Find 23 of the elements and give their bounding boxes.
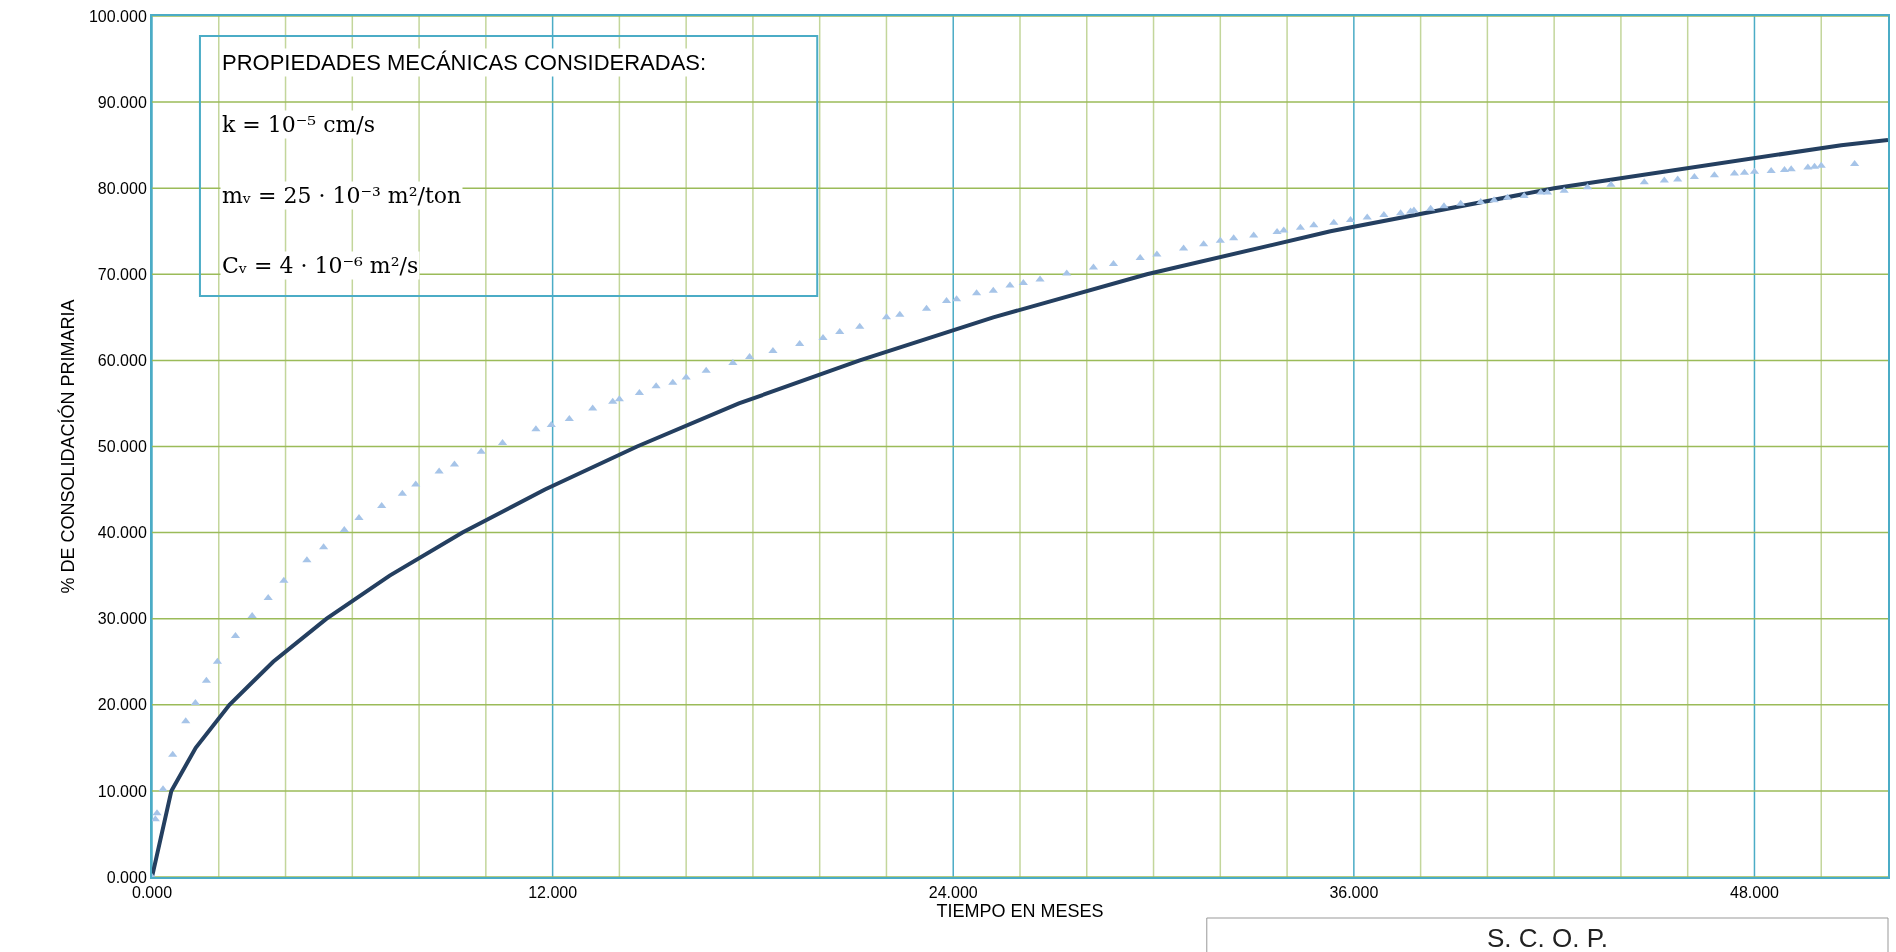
x-tick-label: 0.000 — [131, 884, 173, 902]
x-axis-title: TIEMPO EN MESES — [936, 901, 1104, 922]
y-tick-label: 30.000 — [97, 610, 147, 628]
y-tick-label: 80.000 — [97, 179, 147, 197]
y-tick-label: 50.000 — [97, 438, 147, 456]
annotation: PROPIEDADES MECÁNICAS CONSIDERADAS: — [222, 50, 707, 75]
text: S. C. O. P. — [1487, 923, 1608, 952]
y-tick-label: 100.000 — [88, 7, 147, 25]
y-tick-label: 40.000 — [97, 524, 147, 542]
y-tick-label: 90.000 — [97, 93, 147, 111]
y-tick-label: 60.000 — [97, 352, 147, 369]
x-tick-label: 36.000 — [1329, 884, 1379, 902]
annotation: Cᵥ = 4 · 10⁻⁶ m²/s — [222, 253, 419, 278]
annotation: k = 10⁻⁵ cm/s — [222, 112, 376, 137]
x-tick-label: 24.000 — [928, 884, 978, 902]
y-tick-label: 10.000 — [97, 782, 147, 800]
y-tick-label: 0.000 — [106, 868, 147, 886]
x-tick-label: 12.000 — [528, 884, 578, 902]
x-tick-label: 48.000 — [1729, 884, 1780, 902]
y-axis-title: % DE CONSOLIDACIÓN PRIMARIA — [56, 299, 78, 594]
y-tick-label: 20.000 — [97, 696, 147, 714]
y-tick-label: 70.000 — [97, 265, 147, 283]
annotation: mᵥ = 25 · 10⁻³ m²/ton — [222, 183, 462, 208]
